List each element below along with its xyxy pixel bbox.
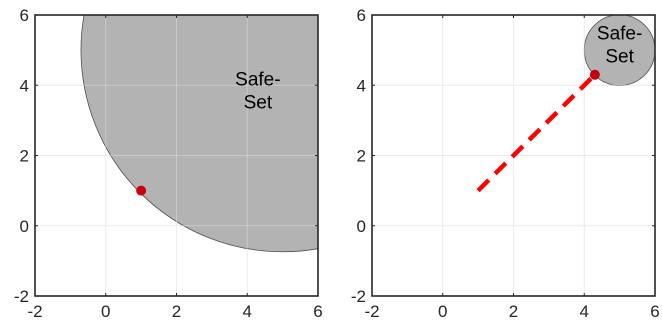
safe-set-label: Safe-Set — [597, 24, 642, 68]
x-tick-label: 2 — [172, 302, 181, 321]
x-tick-label: 4 — [243, 302, 252, 321]
y-tick-label: 4 — [20, 76, 29, 95]
y-tick-label: 6 — [357, 6, 366, 25]
x-tick-label: -2 — [27, 302, 42, 321]
plot-area: Safe-Set — [372, 15, 655, 296]
left-panel: Safe-Set -2 0 2 4 6 -2 0 2 4 6 — [14, 6, 323, 321]
x-tick-label: 6 — [313, 302, 322, 321]
safe-set-label: Safe-Set — [235, 69, 280, 113]
y-tick-label: 4 — [357, 76, 366, 95]
x-tick-label: -2 — [364, 302, 379, 321]
safe-set-label-line: Safe- — [597, 24, 642, 45]
safe-set-label-line: Set — [605, 47, 634, 68]
state-point — [589, 69, 600, 80]
y-tick-label: -2 — [351, 287, 366, 306]
y-tick-label: 2 — [20, 147, 29, 166]
y-tick-label: 6 — [20, 6, 29, 25]
y-tick-label: 0 — [20, 217, 29, 236]
y-tick-label: -2 — [14, 287, 29, 306]
x-tick-label: 2 — [509, 302, 518, 321]
y-tick-label: 0 — [357, 217, 366, 236]
x-tick-label: 0 — [101, 302, 110, 321]
x-tick-label: 6 — [650, 302, 659, 321]
y-tick-label: 2 — [357, 147, 366, 166]
trajectory-line — [476, 73, 597, 193]
right-panel: Safe-Set -2 0 2 4 6 -2 0 2 4 6 — [351, 6, 660, 321]
x-tick-label: 4 — [580, 302, 589, 321]
state-point — [136, 185, 147, 196]
plot-area: Safe-Set — [35, 15, 318, 296]
safe-set-label-line: Safe- — [235, 69, 280, 90]
safe-set-label-line: Set — [244, 92, 273, 113]
x-tick-label: 0 — [438, 302, 447, 321]
